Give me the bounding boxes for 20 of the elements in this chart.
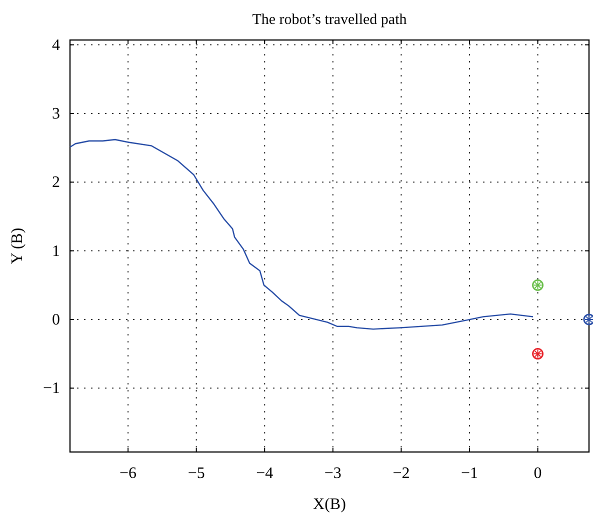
point (583, 314, 593, 326)
x-tick-label: 0 (534, 465, 542, 482)
line-series (69, 138, 534, 330)
x-tick-label: −2 (392, 465, 410, 482)
y-axis-title: Y (B) (9, 228, 26, 264)
point (532, 279, 544, 291)
point (532, 348, 544, 360)
x-axis-title: X(B) (313, 496, 346, 513)
y-tick-label: 2 (52, 174, 60, 192)
x-tick-label: −1 (460, 465, 478, 482)
y-tick-label: 4 (52, 36, 60, 54)
x-tick-label: −5 (188, 465, 205, 482)
y-tick-label: 0 (52, 311, 60, 328)
chart-title: The robot’s travelled path (252, 12, 408, 28)
x-tick-label: −6 (120, 465, 137, 482)
y-tick-label: 3 (52, 105, 60, 122)
y-tick-label: −1 (42, 380, 60, 398)
x-tick-label: −3 (324, 465, 342, 482)
y-tick-label: 1 (52, 242, 60, 260)
x-tick-label: −4 (256, 465, 274, 482)
